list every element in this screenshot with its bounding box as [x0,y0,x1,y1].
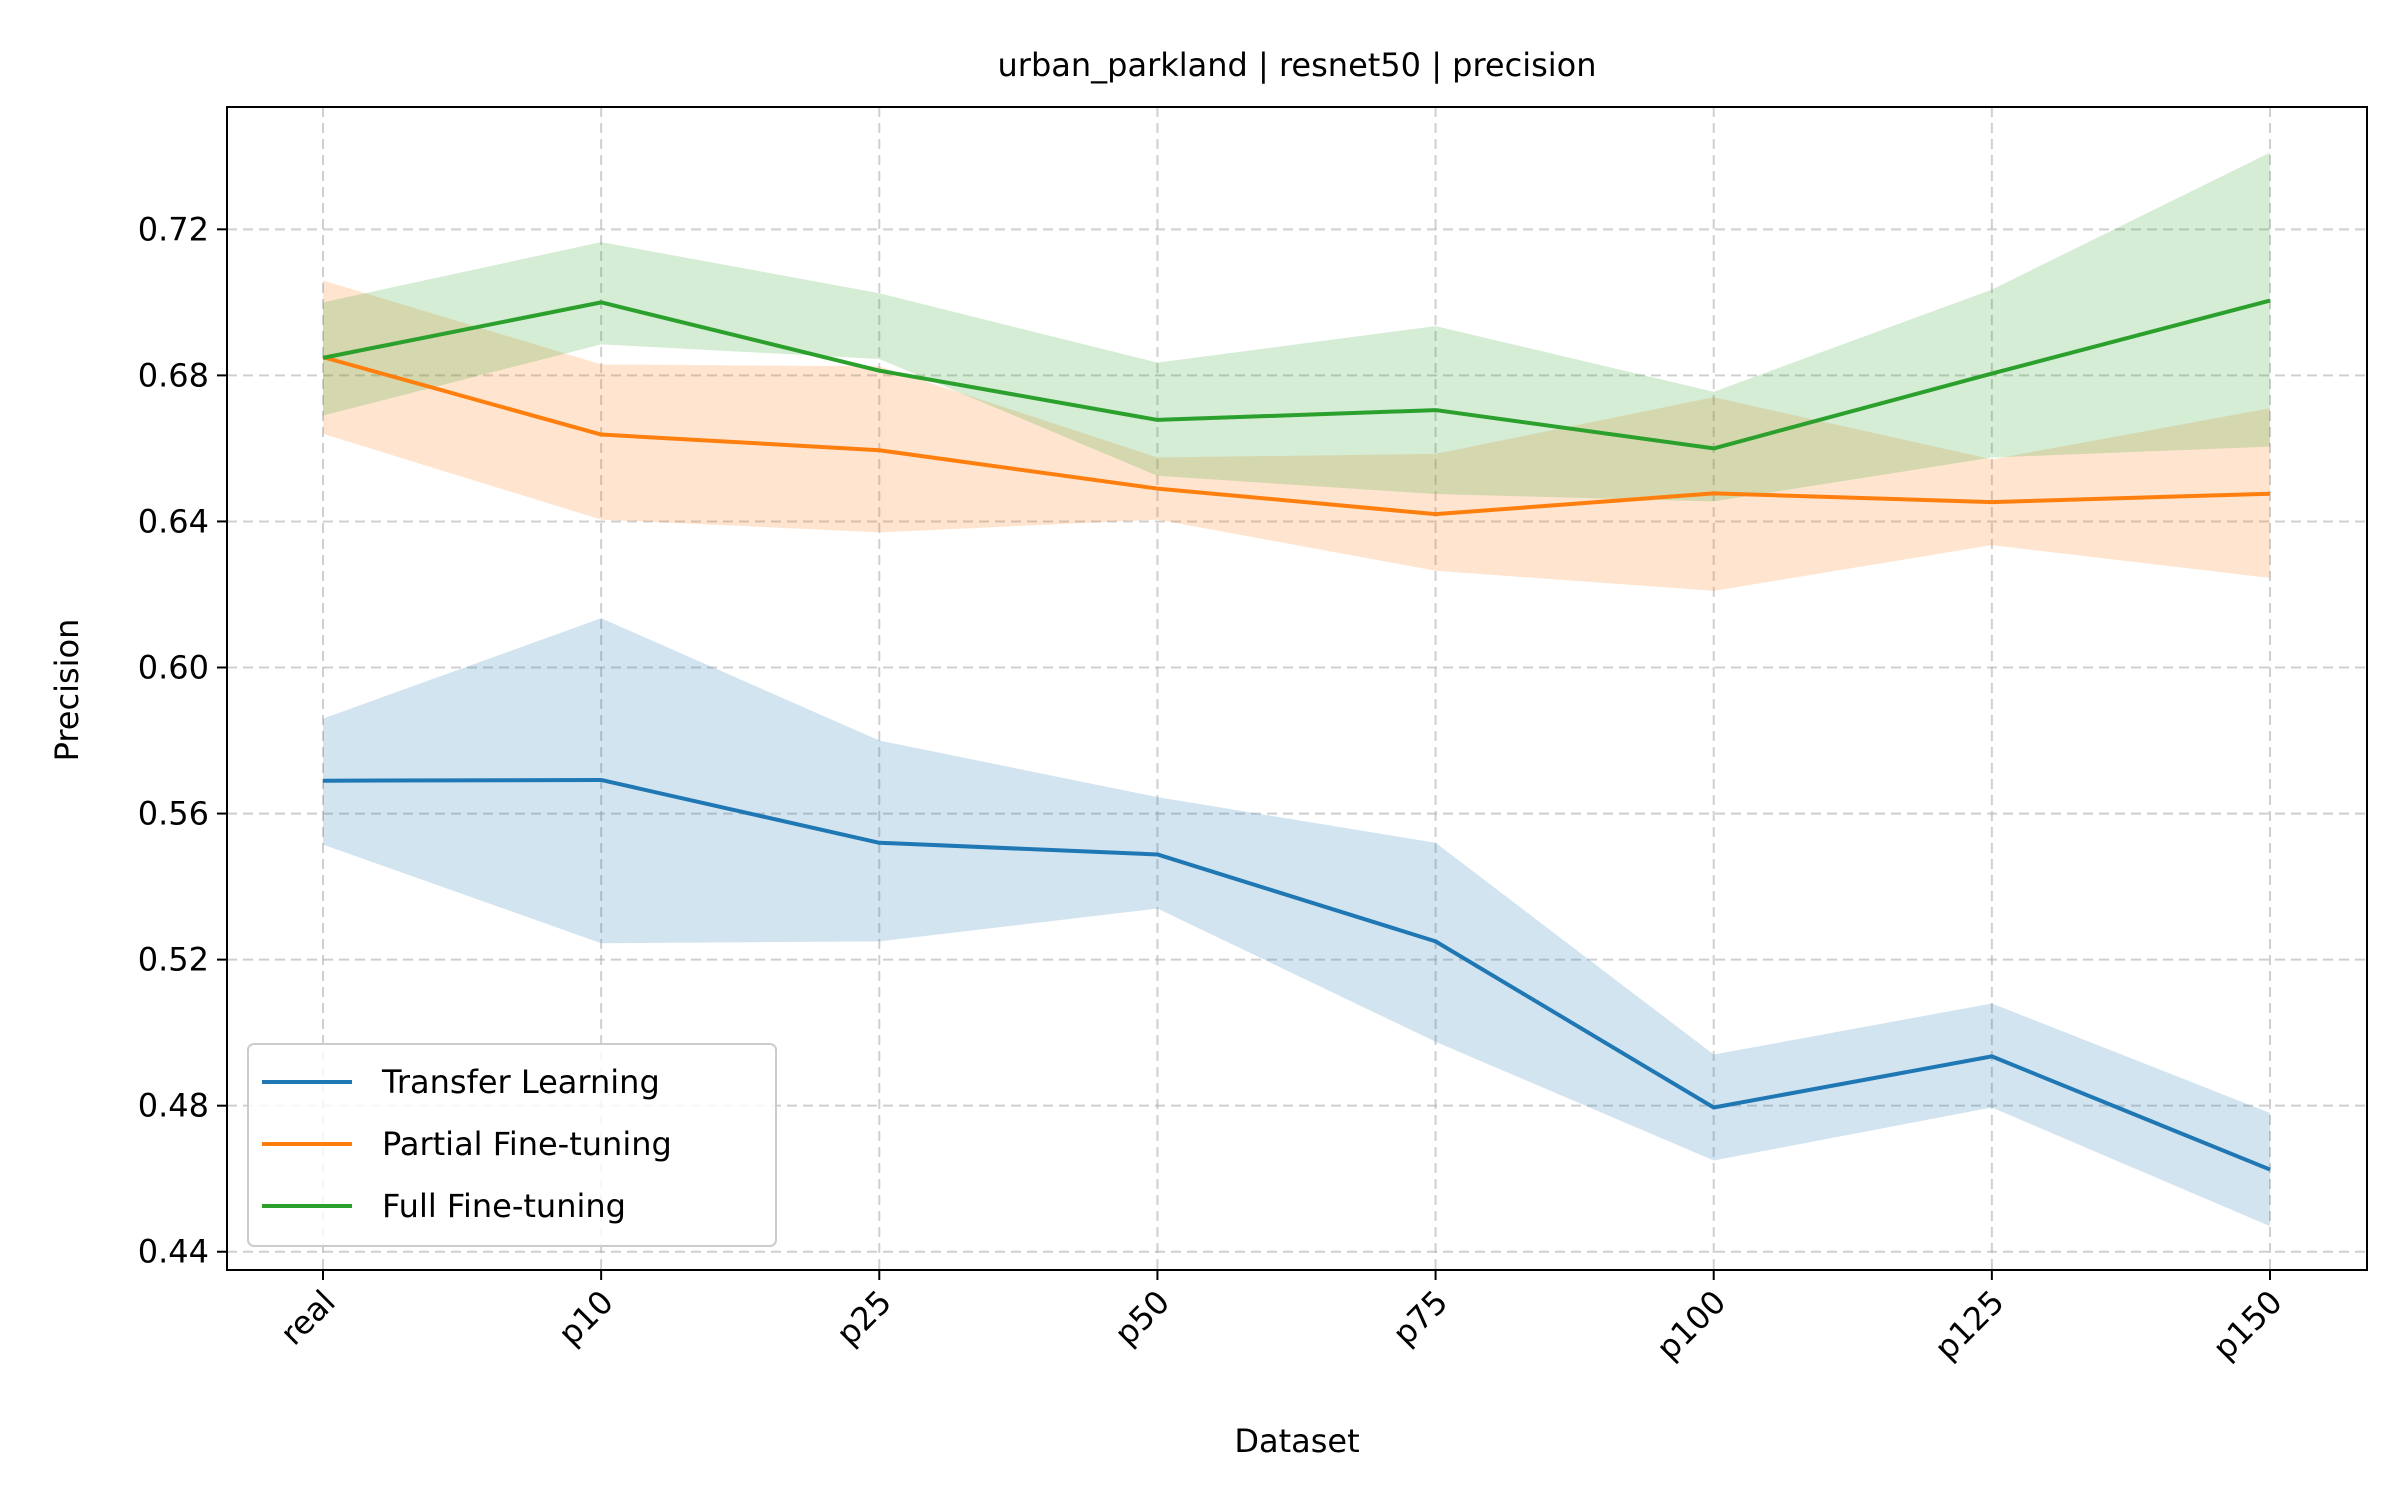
x-axis-ticks: real p10 p25 p50 p75 p100 p125 p150 [273,1270,2290,1367]
legend-label: Full Fine-tuning [382,1187,626,1225]
x-tick-label: p150 [2205,1283,2289,1367]
y-tick-label: 0.52 [138,941,209,979]
error-bands [323,152,2270,1227]
y-tick-label: 0.64 [138,502,209,540]
x-tick-label: p100 [1649,1283,1733,1367]
legend-label: Transfer Learning [381,1063,660,1101]
confidence-band [323,152,2270,502]
y-tick-label: 0.48 [138,1087,209,1125]
confidence-band [323,618,2270,1227]
x-tick-label: real [273,1283,343,1353]
legend-label: Partial Fine-tuning [382,1125,672,1163]
x-tick-label: p50 [1107,1283,1177,1353]
y-tick-label: 0.44 [138,1233,209,1271]
legend-box [247,1043,777,1247]
chart-title: urban_parkland | resnet50 | precision [998,46,1597,84]
x-tick-label: p25 [829,1283,899,1353]
y-tick-label: 0.60 [138,649,209,687]
x-tick-label: p10 [551,1283,621,1353]
plot-area-frame [226,106,2368,1271]
series-lines [322,298,2271,1172]
x-tick-label: p125 [1927,1283,2011,1367]
y-axis-label: Precision [48,619,86,762]
y-tick-label: 0.56 [138,795,209,833]
series-line [322,777,2271,1172]
y-tick-label: 0.68 [138,356,209,394]
y-tick-label: 0.72 [138,210,209,248]
legend: Transfer Learning Partial Fine-tuning Full… [247,1043,777,1247]
x-axis-label: Dataset [1234,1422,1359,1460]
series-line [322,355,2271,517]
confidence-band [323,280,2270,591]
y-axis-ticks: 0.44 0.48 0.52 0.56 0.60 0.64 0.68 0.72 [138,210,227,1271]
series-line [322,298,2271,451]
x-tick-label: p75 [1385,1283,1455,1353]
